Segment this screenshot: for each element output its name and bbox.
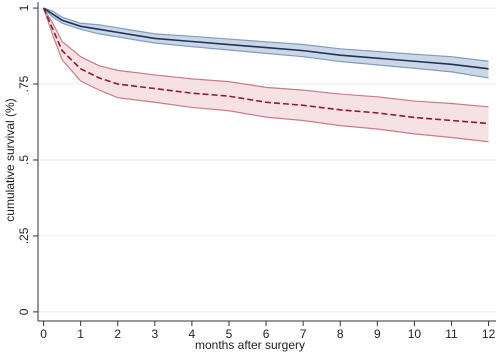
confidence-band [43,8,489,142]
x-tick-label: 2 [114,327,121,341]
y-tick-label: 1 [17,4,31,11]
x-tick-label: 9 [374,327,381,341]
x-tick-label: 10 [408,327,422,341]
x-tick-label: 4 [189,327,196,341]
survival-line [43,7,489,70]
x-tick-label: 7 [300,327,307,341]
band-edge [43,7,489,79]
survival-line [42,7,489,125]
x-tick-label: 0 [40,327,47,341]
y-tick-label: .75 [17,75,31,92]
y-tick-label: .25 [17,227,31,244]
band-edge [43,7,489,108]
y-axis-label: cumulative survival (%) [3,98,17,221]
x-tick-label: 3 [151,327,158,341]
x-tick-label: 8 [337,327,344,341]
x-tick-label: 11 [445,327,458,341]
x-tick-label: 6 [263,327,270,341]
x-axis-label: months after surgery [195,338,305,352]
x-tick-label: 1 [77,327,84,341]
y-tick-label: 0 [17,308,31,315]
band-edge [42,7,489,143]
confidence-band [43,8,489,78]
y-tick-label: .5 [17,155,31,165]
x-tick-label: 5 [226,327,233,341]
band-edge [43,7,489,62]
x-tick-label: 12 [482,327,496,341]
